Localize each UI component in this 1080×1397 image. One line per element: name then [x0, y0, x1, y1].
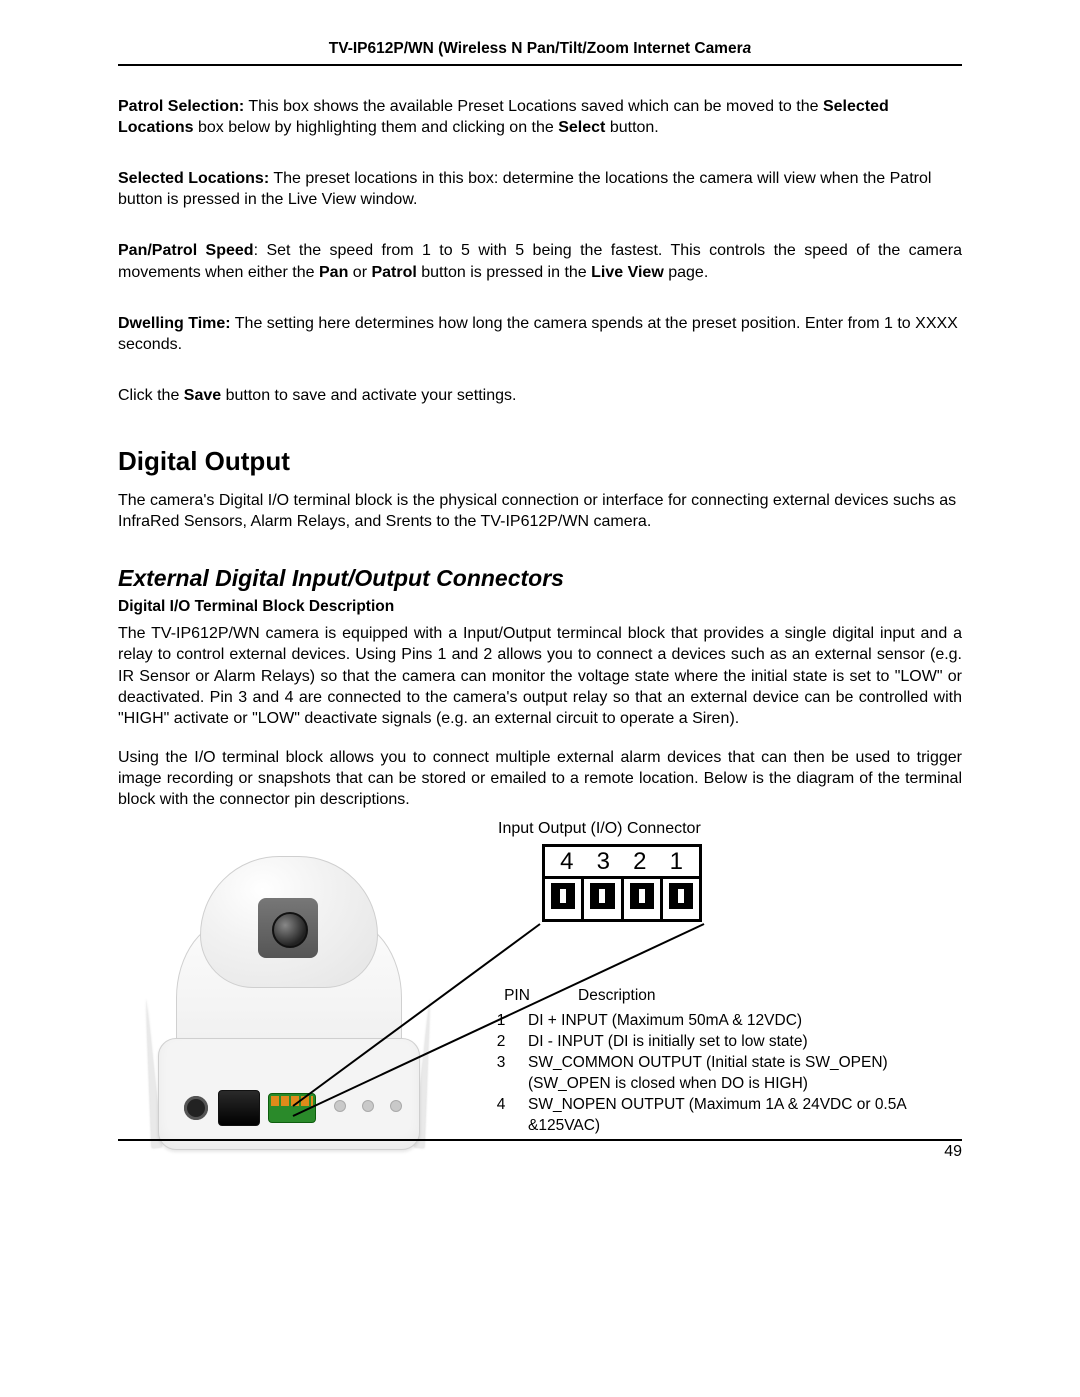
header-title-text: TV-IP612P/WN (Wireless N Pan/Tilt/Zoom I…	[329, 40, 743, 57]
para-patrol-selection: Patrol Selection: This box shows the ava…	[118, 96, 962, 138]
page-number: 49	[118, 1143, 962, 1161]
pin-description-table: PIN Description 1 DI + INPUT (Maximum 50…	[456, 986, 958, 1136]
bold-label: Patrol Selection:	[118, 98, 244, 115]
para-dwelling-time: Dwelling Time: The setting here determin…	[118, 313, 962, 355]
connector-terminal	[663, 879, 699, 919]
bold-label: Select	[558, 119, 605, 136]
bold-label: Live View	[591, 264, 664, 281]
subheading-terminal-block: Digital I/O Terminal Block Description	[118, 597, 962, 617]
connector-pin-label: 2	[633, 849, 647, 875]
pin-header-pin: PIN	[456, 986, 578, 1007]
para-save: Click the Save button to save and activa…	[118, 385, 962, 406]
bold-label: Selected Locations:	[118, 170, 269, 187]
connector-pin-label: 4	[560, 849, 574, 875]
footer-rule	[118, 1139, 962, 1141]
text: Click the	[118, 387, 184, 404]
pin-row: 4 SW_NOPEN OUTPUT (Maximum 1A & 24VDC or…	[456, 1095, 958, 1137]
port-terminal-block	[268, 1093, 316, 1123]
port-ethernet	[218, 1090, 260, 1126]
heading-external-io: External Digital Input/Output Connectors	[118, 563, 962, 593]
bold-label: Patrol	[371, 264, 416, 281]
pin-desc: SW_COMMON OUTPUT (Initial state is SW_OP…	[528, 1053, 958, 1095]
pin-header-desc: Description	[578, 986, 656, 1007]
body-text: Patrol Selection: This box shows the ava…	[118, 96, 962, 1186]
bold-label: Save	[184, 387, 221, 404]
bold-label: Dwelling Time:	[118, 315, 231, 332]
bold-label: Pan/Patrol Speed	[118, 242, 254, 259]
connector-terminal	[545, 879, 584, 919]
text: The setting here determines how long the…	[118, 315, 958, 353]
connector-diagram: 4 3 2 1	[542, 844, 702, 921]
pin-desc: SW_NOPEN OUTPUT (Maximum 1A & 24VDC or 0…	[528, 1095, 958, 1137]
text: button.	[605, 119, 658, 136]
pin-number: 4	[456, 1095, 528, 1137]
para-selected-locations: Selected Locations: The preset locations…	[118, 168, 962, 210]
page-header: TV-IP612P/WN (Wireless N Pan/Tilt/Zoom I…	[118, 40, 962, 64]
pin-number: 2	[456, 1032, 528, 1053]
camera-lens	[258, 898, 318, 958]
para-pan-patrol-speed: Pan/Patrol Speed: Set the speed from 1 t…	[118, 240, 962, 282]
connector-pin-label: 3	[597, 849, 611, 875]
connector-terminals	[545, 876, 699, 919]
para-digital-output-desc: The camera's Digital I/O terminal block …	[118, 490, 962, 532]
para-terminal-block-desc2: Using the I/O terminal block allows you …	[118, 747, 962, 810]
pin-table-header: PIN Description	[456, 986, 958, 1007]
heading-digital-output: Digital Output	[118, 444, 962, 478]
pin-desc: DI + INPUT (Maximum 50mA & 12VDC)	[528, 1011, 802, 1032]
pin-number: 1	[456, 1011, 528, 1032]
text: This box shows the available Preset Loca…	[244, 98, 823, 115]
connector-terminal	[584, 879, 623, 919]
camera-illustration	[138, 838, 438, 1148]
text: or	[348, 264, 371, 281]
pin-number: 3	[456, 1053, 528, 1095]
page-footer: 49	[118, 1139, 962, 1161]
pin-row: 1 DI + INPUT (Maximum 50mA & 12VDC)	[456, 1011, 958, 1032]
text: button to save and activate your setting…	[221, 387, 516, 404]
pin-desc: DI - INPUT (DI is initially set to low s…	[528, 1032, 808, 1053]
text: button is pressed in the	[417, 264, 591, 281]
text: page.	[664, 264, 708, 281]
pin-row: 3 SW_COMMON OUTPUT (Initial state is SW_…	[456, 1053, 958, 1095]
header-rule	[118, 64, 962, 66]
pin-row: 2 DI - INPUT (DI is initially set to low…	[456, 1032, 958, 1053]
para-terminal-block-desc: The TV-IP612P/WN camera is equipped with…	[118, 623, 962, 729]
connector-numbers: 4 3 2 1	[545, 847, 699, 875]
document-page: TV-IP612P/WN (Wireless N Pan/Tilt/Zoom I…	[0, 0, 1080, 1397]
connector-terminal	[624, 879, 663, 919]
text: box below by highlighting them and click…	[194, 119, 559, 136]
io-caption: Input Output (I/O) Connector	[498, 818, 701, 839]
bold-label: Pan	[319, 264, 348, 281]
connector-pin-label: 1	[670, 849, 684, 875]
figure-io-connector: Input Output (I/O) Connector 4	[118, 816, 962, 1186]
header-title-ital: a	[743, 40, 752, 57]
